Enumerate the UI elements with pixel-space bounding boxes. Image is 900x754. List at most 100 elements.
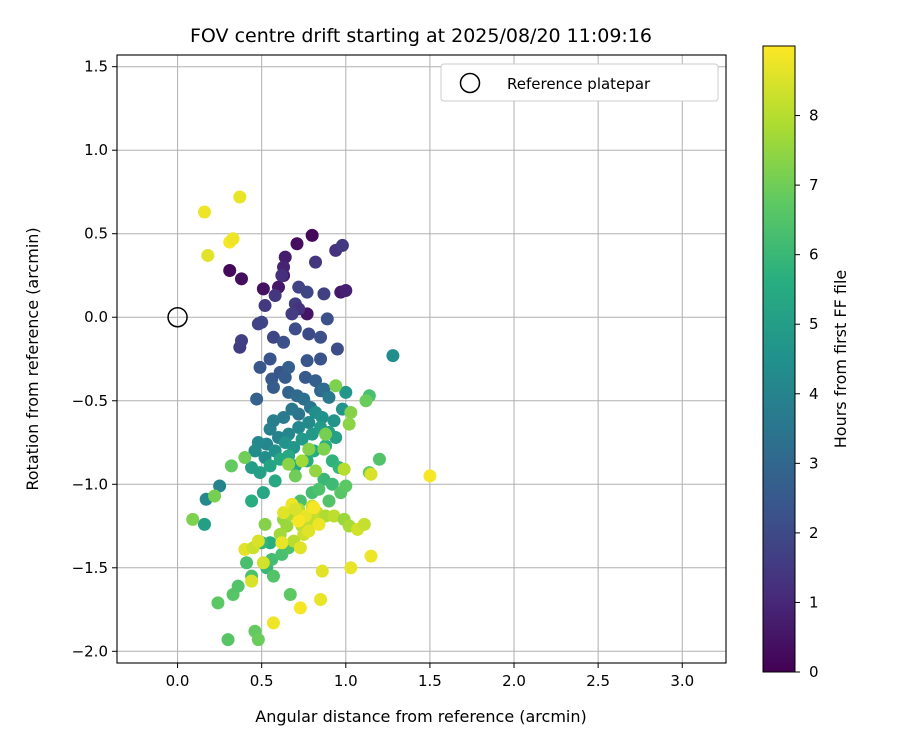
- data-point: [309, 255, 323, 269]
- data-point: [282, 360, 296, 374]
- x-axis-label: Angular distance from reference (arcmin): [255, 707, 586, 726]
- data-point: [282, 457, 296, 471]
- data-point: [208, 489, 222, 503]
- y-tick-label: −1.0: [72, 475, 108, 493]
- data-point: [317, 287, 331, 301]
- data-point: [275, 268, 289, 282]
- y-tick-label: 1.0: [84, 141, 108, 159]
- data-point: [302, 415, 316, 429]
- data-point: [329, 431, 343, 445]
- x-tick-label: 1.5: [418, 672, 442, 690]
- plot-background: [117, 55, 726, 663]
- data-point: [292, 420, 306, 434]
- data-point: [322, 390, 336, 404]
- y-axis-label: Rotation from reference (arcmin): [23, 227, 42, 490]
- colorbar-tick-label: 2: [809, 524, 819, 542]
- data-point: [288, 502, 302, 516]
- data-point: [285, 307, 299, 321]
- data-point: [233, 190, 247, 204]
- legend-entry-reference: Reference platepar: [507, 75, 651, 93]
- data-point: [298, 370, 312, 384]
- colorbar-tick-label: 8: [809, 107, 819, 125]
- colorbar-tick-label: 5: [809, 315, 819, 333]
- y-axis-ticks: −2.0 −1.5 −1.0 −0.5 0.0 0.5 1.0 1.5: [72, 58, 117, 660]
- data-point: [256, 282, 270, 296]
- data-point: [258, 299, 272, 313]
- data-point: [314, 352, 328, 366]
- data-point: [423, 469, 437, 483]
- data-point: [312, 482, 326, 496]
- data-point: [300, 285, 314, 299]
- legend-reference-marker: [459, 72, 481, 94]
- data-point: [317, 442, 331, 456]
- data-points: [186, 190, 437, 647]
- data-point: [342, 417, 356, 431]
- data-point: [302, 524, 316, 538]
- data-point: [266, 380, 280, 394]
- data-point: [302, 442, 316, 456]
- data-point: [221, 633, 235, 647]
- colorbar-tick-label: 6: [809, 246, 819, 264]
- legend: Reference platepar: [440, 63, 719, 102]
- data-point: [309, 464, 323, 478]
- x-tick-label: 0.5: [250, 672, 274, 690]
- data-point: [226, 232, 240, 246]
- data-point: [314, 330, 328, 344]
- data-point: [339, 385, 353, 399]
- data-point: [288, 322, 302, 336]
- data-point: [263, 459, 277, 473]
- data-point: [315, 564, 329, 578]
- y-tick-label: 0.5: [84, 225, 108, 243]
- data-point: [245, 574, 259, 588]
- data-point: [256, 486, 270, 500]
- data-point: [288, 469, 302, 483]
- legend-box: [440, 63, 719, 102]
- data-point: [372, 452, 386, 466]
- y-tick-label: −1.5: [72, 559, 108, 577]
- data-point: [238, 451, 252, 465]
- data-point: [253, 466, 267, 480]
- data-point: [307, 501, 321, 515]
- data-point: [364, 467, 378, 481]
- data-point: [253, 360, 267, 374]
- data-point: [315, 410, 329, 424]
- x-tick-label: 3.0: [670, 672, 694, 690]
- data-point: [285, 402, 299, 416]
- data-point: [211, 596, 225, 610]
- x-axis-ticks: 0.0 0.5 1.0 1.5 2.0 2.5 3.0: [166, 663, 694, 690]
- data-point: [292, 514, 306, 528]
- data-point: [256, 556, 270, 570]
- data-point: [245, 494, 259, 508]
- x-tick-label: 2.5: [586, 672, 610, 690]
- data-point: [268, 289, 282, 303]
- data-point: [357, 517, 371, 531]
- colorbar: 0 1 2 3 4 5 6 7 8 Hours from first FF file: [762, 45, 850, 681]
- data-point: [300, 354, 314, 368]
- data-point: [283, 588, 297, 602]
- data-point: [305, 228, 319, 242]
- data-point: [344, 561, 358, 575]
- data-point: [250, 392, 264, 406]
- data-point: [329, 379, 343, 393]
- chart-title: FOV centre drift starting at 2025/08/20 …: [190, 25, 652, 47]
- data-point: [248, 444, 262, 458]
- data-point: [330, 342, 344, 356]
- colorbar-tick-label: 1: [809, 593, 819, 611]
- data-point: [319, 427, 333, 441]
- data-point: [268, 474, 282, 488]
- data-point: [335, 238, 349, 252]
- data-point: [263, 352, 277, 366]
- data-point: [295, 454, 309, 468]
- plot-frame: [116, 54, 727, 664]
- data-point: [325, 477, 339, 491]
- data-point: [277, 410, 291, 424]
- colorbar-label: Hours from first FF file: [831, 270, 850, 449]
- data-point: [327, 509, 341, 523]
- data-point: [266, 616, 280, 630]
- data-point: [309, 374, 323, 388]
- data-point: [234, 272, 248, 286]
- data-point: [293, 541, 307, 555]
- data-point: [339, 479, 353, 493]
- data-point: [364, 549, 378, 563]
